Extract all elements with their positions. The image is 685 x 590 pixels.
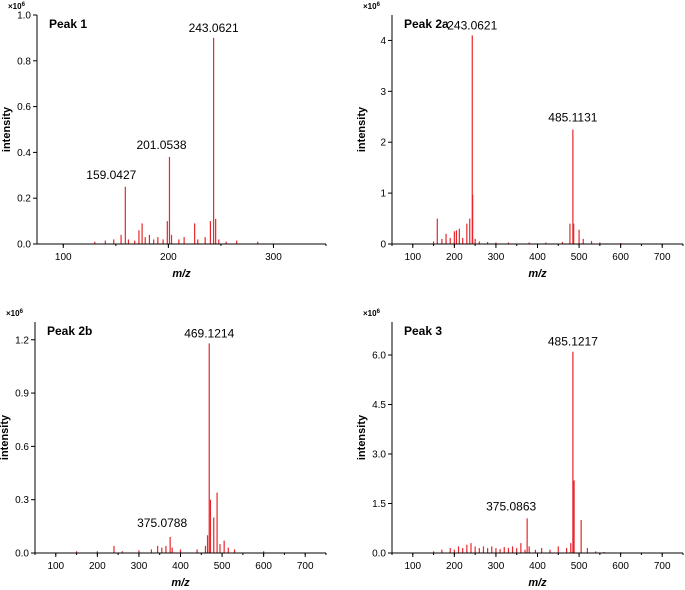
y-tick-label: 1.2 (15, 335, 29, 346)
multiplier-exponent: 6 (22, 2, 26, 8)
x-tick-label: 400 (529, 561, 546, 572)
y-tick-label: 0.2 (17, 194, 31, 205)
x-tick-label: 200 (446, 561, 463, 572)
x-tick-label: 300 (131, 561, 148, 572)
x-tick-label: 400 (529, 252, 546, 263)
y-tick-label: 0.0 (15, 549, 29, 560)
y-tick-label: 0.0 (17, 240, 31, 251)
multiplier-exponent: 6 (377, 2, 381, 8)
y-tick-label: 4.5 (372, 400, 386, 411)
x-tick-label: 700 (297, 561, 314, 572)
y-multiplier: ×106 (363, 2, 381, 11)
x-tick-label: 700 (654, 561, 671, 572)
x-tick-label: 600 (255, 561, 272, 572)
peak-label: 485.1131 (548, 111, 597, 125)
x-tick-label: 200 (446, 252, 463, 263)
y-tick-label: 0.6 (15, 442, 29, 453)
x-tick-label: 100 (47, 561, 64, 572)
y-tick-label: 2 (380, 138, 386, 149)
x-tick-label: 300 (488, 561, 505, 572)
y-tick-label: 1 (380, 189, 386, 200)
peak-label: 375.0788 (137, 516, 187, 530)
x-axis-title: m/z (171, 577, 190, 589)
y-axis-title: intensity (356, 106, 368, 152)
y-tick-label: 0.4 (17, 148, 31, 159)
y-tick-label: 0.3 (15, 495, 29, 506)
y-tick-label: 0 (380, 240, 386, 251)
panel-title: Peak 2b (47, 324, 92, 338)
y-multiplier: ×106 (363, 309, 381, 318)
y-tick-label: 0.0 (372, 549, 386, 560)
x-tick-label: 500 (571, 252, 588, 263)
x-tick-label: 100 (55, 252, 72, 263)
peak-label: 201.0538 (136, 138, 186, 152)
x-tick-label: 400 (172, 561, 189, 572)
panel-title: Peak 1 (49, 17, 87, 31)
y-tick-label: 4 (380, 36, 386, 47)
peak-lines (75, 343, 265, 553)
y-tick-label: 0.6 (17, 102, 31, 113)
x-tick-label: 200 (89, 561, 106, 572)
y-tick-label: 6.0 (372, 351, 386, 362)
y-tick-label: 0.9 (15, 389, 29, 400)
peak-label: 485.1217 (548, 335, 598, 349)
peak-label: 469.1214 (184, 326, 234, 340)
x-tick-label: 600 (612, 252, 629, 263)
panel-title: Peak 3 (404, 324, 442, 338)
panel-title: Peak 2a (404, 17, 449, 31)
x-tick-label: 100 (404, 252, 421, 263)
peak-lines (94, 37, 259, 244)
multiplier-exponent: 6 (377, 309, 381, 315)
y-tick-label: 3.0 (372, 450, 386, 461)
peak-lines (432, 351, 622, 553)
y-multiplier: ×106 (8, 2, 26, 11)
x-tick-label: 700 (654, 252, 671, 263)
y-axis-title: intensity (1, 106, 13, 152)
y-tick-label: 1.0 (17, 11, 31, 22)
y-axis-title: intensity (0, 414, 11, 460)
x-tick-label: 200 (160, 252, 177, 263)
panel-4: 100 200 300 400 500 600 700 0.0 1.5 3.0 4.5 6.0 ×106… (356, 309, 684, 589)
x-tick-label: 600 (612, 561, 629, 572)
panel-2: 100 200 300 400 500 600 700 0 1 2 3 4 ×106 Peak 2a m/z… (356, 2, 684, 280)
multiplier-exponent: 6 (20, 309, 24, 315)
y-tick-label: 3 (380, 87, 386, 98)
x-axis-title: m/z (528, 577, 547, 589)
y-multiplier: ×106 (6, 309, 24, 318)
x-tick-label: 500 (571, 561, 588, 572)
peak-label: 375.0863 (486, 499, 536, 513)
panel-3: 100 200 300 400 500 600 700 0.0 0.3 0.6 0.9 1.2 ×106… (0, 309, 327, 589)
peak-label: 159.0427 (86, 168, 136, 182)
x-axis-title: m/z (528, 268, 547, 280)
x-axis-title: m/z (172, 268, 191, 280)
peak-label: 243.0621 (189, 21, 239, 35)
y-axis-title: intensity (356, 414, 368, 460)
y-tick-label: 0.8 (17, 56, 31, 67)
panel-1: 100 200 300 0.0 0.2 0.4 0.6 0.8 1.0×106 Peak 1 m/z… (1, 2, 327, 280)
x-tick-label: 300 (265, 252, 282, 263)
x-tick-label: 300 (488, 252, 505, 263)
peak-lines (432, 35, 622, 244)
y-tick-label: 1.5 (372, 499, 386, 510)
peak-label: 243.0621 (447, 18, 497, 32)
x-tick-label: 100 (404, 561, 421, 572)
x-tick-label: 500 (214, 561, 231, 572)
